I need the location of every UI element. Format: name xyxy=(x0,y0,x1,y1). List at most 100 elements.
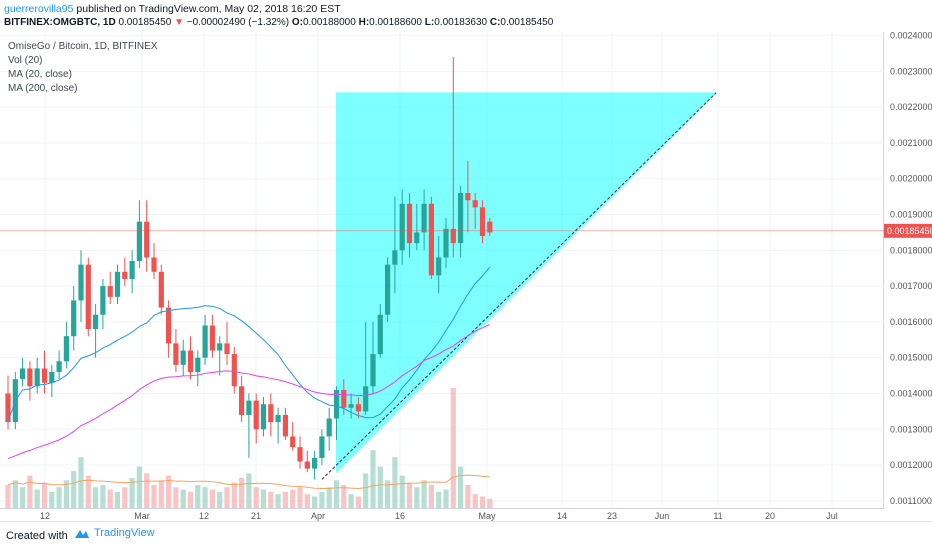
candle-body xyxy=(436,257,442,276)
volume-bar xyxy=(392,457,398,508)
volume-bar xyxy=(129,478,135,508)
candle-body xyxy=(275,414,281,423)
candle-body xyxy=(129,261,135,279)
candle-body xyxy=(5,393,11,423)
open-value: 0.00188000 xyxy=(302,17,356,28)
chart-plot-area[interactable] xyxy=(0,32,884,509)
candle-body xyxy=(406,203,413,244)
volume-bar xyxy=(465,484,471,508)
volume-bar xyxy=(49,491,55,508)
volume-bar xyxy=(421,480,427,508)
volume-bar xyxy=(268,491,274,508)
candle-body xyxy=(217,343,223,351)
candle-body xyxy=(100,286,106,315)
candle-body xyxy=(107,286,113,297)
created-with-text: Created with xyxy=(6,530,68,542)
candle-body xyxy=(239,386,245,415)
volume-bar xyxy=(34,489,40,508)
candle-body xyxy=(472,200,478,208)
legend-volume[interactable]: Vol (20) xyxy=(8,55,43,66)
volume-bar xyxy=(5,484,11,508)
volume-bar xyxy=(85,475,91,508)
volume-bar xyxy=(107,489,113,508)
candle-body xyxy=(71,300,77,337)
volume-bar xyxy=(173,487,179,508)
candle-body xyxy=(56,361,62,372)
low-value: 0.00183630 xyxy=(434,17,488,28)
volume-bar xyxy=(399,475,405,508)
brand-label: TradingView xyxy=(94,527,155,539)
author-link[interactable]: guerrerovilla95 xyxy=(4,3,74,15)
candle-body xyxy=(20,368,26,380)
volume-bar xyxy=(312,496,318,508)
candle-body xyxy=(428,203,434,276)
candle-body xyxy=(151,257,157,272)
volume-bar xyxy=(355,496,361,508)
down-arrow-icon: ▼ xyxy=(174,17,184,28)
candle-body xyxy=(180,350,186,365)
volume-bar xyxy=(333,480,340,508)
volume-bar xyxy=(363,473,369,508)
volume-bar xyxy=(20,487,26,508)
volume-bar xyxy=(56,487,62,508)
candle-body xyxy=(122,271,128,279)
candle-body xyxy=(158,271,164,308)
candle-body xyxy=(341,389,347,408)
volume-bar xyxy=(27,475,33,508)
volume-bar xyxy=(348,494,354,508)
candle-body xyxy=(63,336,69,362)
publish-info: guerrerovilla95 published on TradingView… xyxy=(4,3,341,15)
candle-body xyxy=(465,193,471,201)
x-tick-label: 23 xyxy=(607,511,617,521)
candle-body xyxy=(173,343,179,365)
candle-body xyxy=(479,207,486,236)
volume-bar xyxy=(93,487,99,508)
candle-body xyxy=(392,250,398,265)
last-price: 0.00185450 xyxy=(118,17,172,28)
low-label: L: xyxy=(424,17,435,28)
legend-ma20[interactable]: MA (20, close) xyxy=(8,69,72,80)
candle-body xyxy=(268,404,274,423)
candle-body xyxy=(458,193,464,244)
x-tick-label: May xyxy=(478,511,496,521)
volume-bar xyxy=(151,484,157,508)
x-tick-label: 12 xyxy=(40,511,50,521)
candle-body xyxy=(34,368,40,387)
candle-body xyxy=(319,436,325,458)
volume-bar xyxy=(319,491,325,508)
x-tick-label: 11 xyxy=(713,511,722,521)
candle-body xyxy=(355,404,361,412)
volume-bar xyxy=(260,489,267,508)
volume-ma-line xyxy=(7,474,490,490)
candle-body xyxy=(93,314,99,330)
candle-body xyxy=(377,314,383,355)
candle-body xyxy=(114,271,121,297)
price-change: −0.00002490 (−1.32%) xyxy=(186,17,290,28)
tradingview-brand[interactable]: TradingView xyxy=(74,527,155,539)
trendline-dashed xyxy=(321,92,717,480)
candle-body xyxy=(297,447,303,462)
candle-body xyxy=(85,264,91,330)
legend-title: OmiseGo / Bitcoin, 1D, BITFINEX xyxy=(8,41,158,52)
chart-legend: OmiseGo / Bitcoin, 1D, BITFINEX Vol (20)… xyxy=(8,40,157,96)
volume-bar xyxy=(114,491,121,508)
volume-bar xyxy=(377,466,383,508)
x-tick-label: 12 xyxy=(199,511,209,521)
volume-bar xyxy=(78,457,84,508)
tradingview-logo-icon xyxy=(75,530,89,538)
volume-bar xyxy=(71,471,77,508)
volume-bar xyxy=(290,489,296,508)
close-value: 0.00185450 xyxy=(500,17,554,28)
legend-ma200[interactable]: MA (200, close) xyxy=(8,83,78,94)
